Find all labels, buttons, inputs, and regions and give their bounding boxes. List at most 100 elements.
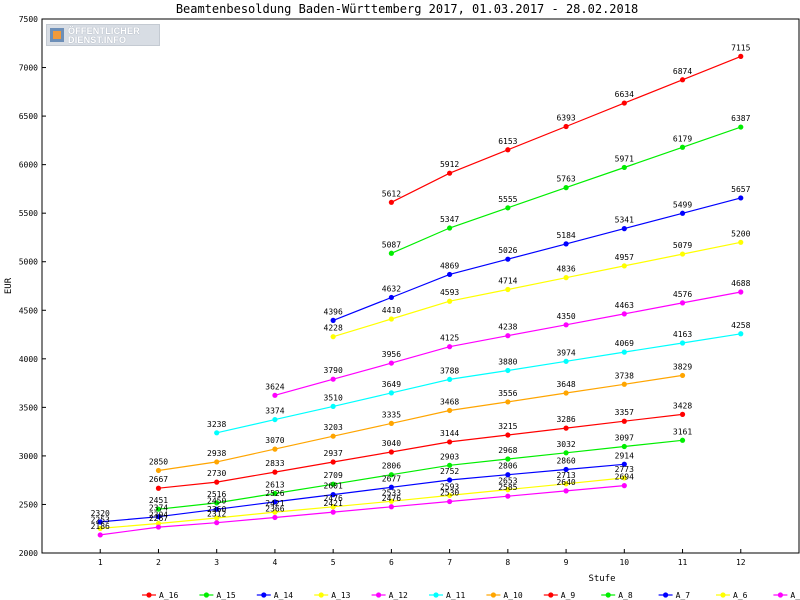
data-point-a7 <box>272 499 278 505</box>
data-point-a10 <box>563 390 569 396</box>
data-label-a12: 3790 <box>324 366 343 375</box>
data-point-a15 <box>679 144 686 150</box>
legend-swatch-marker <box>720 592 726 598</box>
data-point-a9 <box>505 432 511 438</box>
legend: A_16 A_15 A_14 A_13 A_12 A_11 A_10 A_9 A_8 A_7 A_6… <box>142 591 800 600</box>
data-point-a13 <box>388 316 394 322</box>
data-point-a5 <box>97 532 103 538</box>
series-a5 <box>97 483 627 538</box>
x-tick-label: 7 <box>447 558 452 567</box>
data-point-a15 <box>621 164 627 171</box>
legend-swatch-marker <box>777 592 784 598</box>
data-point-a11 <box>388 390 394 396</box>
data-label-a11: 4163 <box>673 330 692 339</box>
data-label-a6: 2533 <box>382 488 401 497</box>
data-label-a14: 4632 <box>382 284 401 293</box>
data-label-a7: 2320 <box>91 509 110 518</box>
y-tick-label: 6500 <box>19 112 38 121</box>
x-tick-label: 10 <box>619 558 629 567</box>
data-point-a8 <box>155 506 162 512</box>
data-label-a13: 4957 <box>615 253 634 262</box>
x-tick-label: 5 <box>331 558 336 567</box>
data-point-a10 <box>388 420 394 426</box>
data-point-a13 <box>738 239 744 245</box>
data-label-a9: 3428 <box>673 401 692 410</box>
x-tick-label: 4 <box>273 558 278 567</box>
data-label-a8: 2903 <box>440 452 459 461</box>
x-tick-label: 2 <box>156 558 161 567</box>
data-point-a11 <box>505 367 511 374</box>
x-tick-label: 3 <box>214 558 219 567</box>
data-point-a15 <box>447 225 453 231</box>
data-label-a11: 3649 <box>382 380 401 389</box>
series-line-a12 <box>274 291 741 396</box>
data-point-a6 <box>563 481 569 487</box>
data-label-a8: 3161 <box>673 427 692 436</box>
data-label-a6: 2304 <box>149 510 168 519</box>
data-point-a16 <box>563 123 569 130</box>
legend-swatch-marker <box>605 592 611 598</box>
data-point-a14 <box>330 317 336 323</box>
data-label-a14: 5341 <box>615 216 634 225</box>
data-point-a7 <box>621 461 627 467</box>
data-point-a11 <box>563 358 569 364</box>
data-label-a7: 2806 <box>498 462 517 471</box>
data-point-a6 <box>97 525 103 532</box>
data-label-a8: 2451 <box>149 496 168 505</box>
series-a6 <box>97 475 627 532</box>
data-point-a14 <box>505 256 511 262</box>
data-point-a13 <box>563 275 569 281</box>
data-point-a8 <box>388 472 394 478</box>
data-point-a7 <box>214 506 220 512</box>
series-a9 <box>155 411 686 491</box>
data-label-a16: 7115 <box>731 43 750 52</box>
data-point-a6 <box>505 486 511 493</box>
data-label-a10: 3556 <box>498 389 517 398</box>
data-label-a7: 2677 <box>382 474 401 483</box>
legend-swatch-marker <box>146 592 152 598</box>
data-label-a5: 2267 <box>149 514 168 523</box>
data-point-a7 <box>447 477 453 483</box>
legend-swatch-marker <box>203 592 209 598</box>
data-point-a8 <box>679 437 686 443</box>
data-point-a9 <box>330 459 336 465</box>
data-label-a10: 3468 <box>440 397 459 406</box>
data-point-a14 <box>738 195 744 201</box>
data-point-a8 <box>447 462 453 468</box>
series-a16 <box>388 53 744 205</box>
data-label-a7: 2374 <box>149 504 168 513</box>
series-line-a8 <box>158 439 683 510</box>
data-label-a13: 4836 <box>556 265 575 274</box>
data-point-a6 <box>272 509 278 515</box>
data-point-a8 <box>621 443 627 450</box>
data-point-a5 <box>621 483 627 489</box>
data-point-a15 <box>738 124 744 130</box>
data-label-a11: 3974 <box>556 348 575 357</box>
data-point-a9 <box>563 425 569 431</box>
legend-item-a7: A_7 <box>658 591 690 600</box>
data-point-a6 <box>155 520 162 527</box>
data-label-a12: 4350 <box>556 312 575 321</box>
legend-swatch-marker <box>663 592 669 598</box>
legend-swatch-marker <box>261 592 267 598</box>
series-line-a9 <box>158 413 683 489</box>
data-point-a16 <box>447 170 453 176</box>
data-label-a6: 2476 <box>324 494 343 503</box>
data-point-a11 <box>679 340 686 346</box>
data-point-a5 <box>447 498 453 505</box>
y-tick-label: 3500 <box>19 403 38 412</box>
legend-item-a5: A_5 <box>773 591 800 600</box>
data-point-a12 <box>679 300 686 306</box>
series-a15 <box>388 124 744 256</box>
data-label-a5: 2366 <box>265 504 284 513</box>
series-a14 <box>330 195 744 323</box>
data-label-a10: 3738 <box>615 371 634 380</box>
data-point-a9 <box>388 449 394 455</box>
data-label-a9: 2937 <box>324 449 343 458</box>
data-point-a12 <box>738 289 744 295</box>
data-label-a9: 2833 <box>265 459 284 468</box>
data-label-a7: 2450 <box>207 496 226 505</box>
legend-swatch-marker <box>376 592 382 598</box>
data-label-a9: 3144 <box>440 429 459 438</box>
